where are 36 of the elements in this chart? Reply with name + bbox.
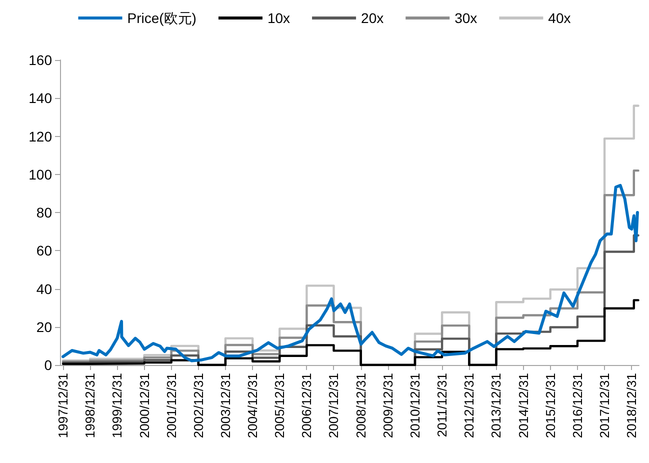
x-tick-label: 2002/12/31: [190, 373, 206, 438]
x-tick-label: 1997/12/31: [56, 373, 71, 438]
x-tick-label: 2007/12/31: [326, 373, 342, 438]
y-tick-label: 100: [28, 166, 52, 182]
legend-label: 20x: [361, 10, 384, 26]
x-tick-label: 2006/12/31: [299, 373, 314, 438]
legend-label: 10x: [267, 10, 290, 26]
x-tick-label: 1998/12/31: [82, 373, 98, 438]
x-tick-label: 2010/12/31: [407, 373, 422, 438]
x-tick-label: 2005/12/31: [272, 373, 288, 438]
x-tick-label: 2003/12/31: [218, 373, 233, 438]
x-tick-label: 2013/12/31: [488, 373, 504, 438]
x-tick-label: 2011/12/31: [434, 373, 450, 438]
x-tick-label: 1999/12/31: [110, 373, 125, 438]
legend-label: Price(欧元): [127, 10, 196, 26]
y-tick-label: 140: [28, 90, 52, 106]
y-tick-label: 60: [36, 242, 52, 259]
legend-label: 30x: [454, 10, 478, 26]
y-tick-label: 20: [36, 318, 52, 335]
x-tick-label: 2009/12/31: [380, 373, 396, 438]
y-tick-label: 80: [36, 204, 52, 220]
x-tick-label: 2016/12/31: [570, 373, 585, 438]
y-tick-label: 0: [44, 357, 52, 373]
legend-label: 40x: [548, 10, 571, 26]
x-tick-label: 2014/12/31: [516, 373, 531, 438]
x-tick-label: 2017/12/31: [597, 373, 612, 438]
x-tick-label: 2008/12/31: [353, 373, 368, 438]
y-tick-label: 160: [28, 52, 52, 68]
y-tick-label: 120: [28, 128, 52, 144]
x-tick-label: 2004/12/31: [245, 373, 260, 438]
x-tick-label: 2012/12/31: [462, 373, 477, 438]
x-tick-label: 2000/12/31: [136, 373, 152, 438]
x-tick-label: 2018/12/31: [624, 373, 640, 438]
x-tick-label: 2015/12/31: [542, 373, 558, 438]
x-tick-label: 2001/12/31: [164, 373, 179, 438]
y-tick-label: 40: [36, 280, 52, 297]
